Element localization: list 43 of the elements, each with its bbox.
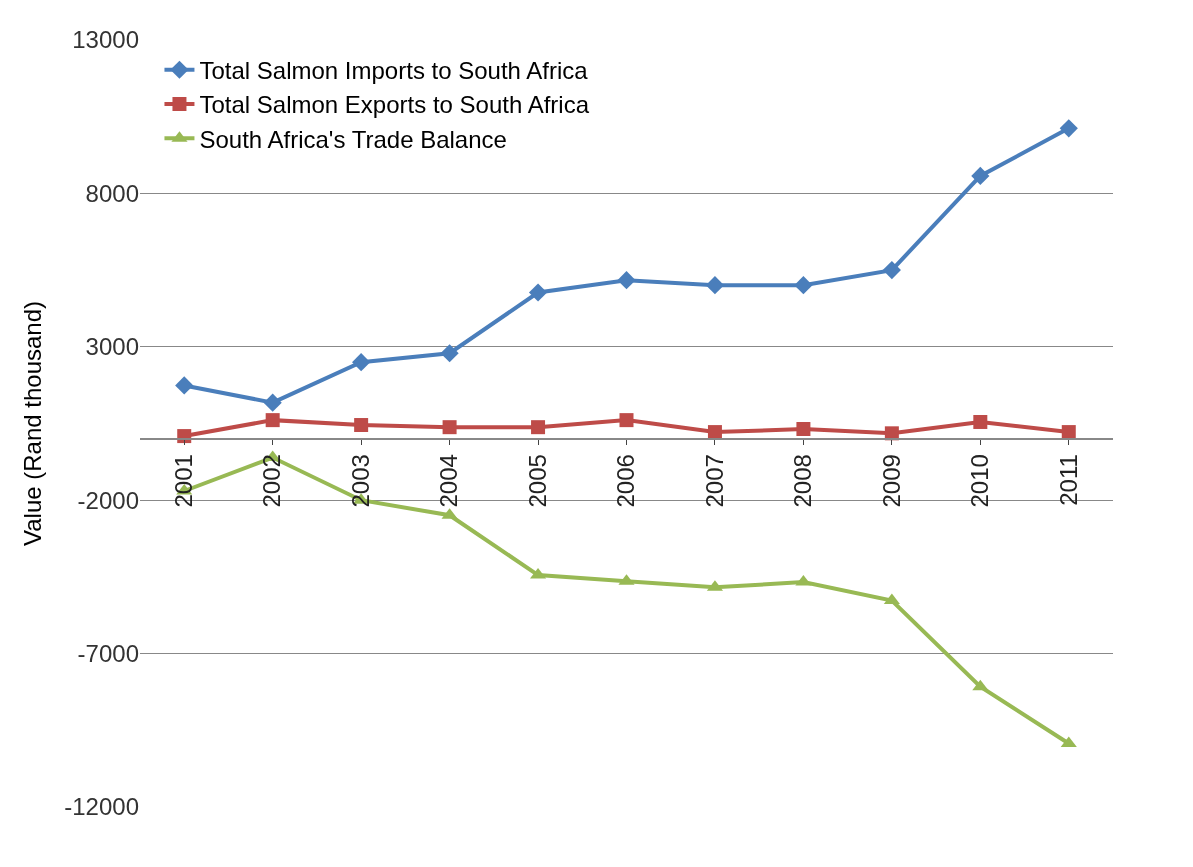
y-tick-label: 13000: [72, 26, 139, 54]
x-tick-label: 2010: [966, 454, 994, 508]
point: [972, 679, 989, 691]
point: [705, 276, 725, 295]
point: [442, 420, 457, 435]
point: [619, 413, 634, 428]
x-tick-label: 2005: [523, 454, 551, 508]
point: [617, 271, 636, 290]
point: [1059, 119, 1078, 138]
point: [794, 276, 813, 295]
point: [883, 593, 900, 605]
point: [707, 425, 722, 440]
point: [263, 393, 282, 412]
x-tick-label: 2011: [1054, 454, 1082, 506]
y-axis-title: Value (Rand thousand): [19, 300, 47, 547]
point: [354, 418, 369, 433]
point: [796, 422, 811, 437]
x-tick-label: 2002: [258, 454, 286, 508]
point: [1061, 425, 1076, 440]
point: [531, 420, 546, 435]
y-tick-label: -12000: [64, 793, 139, 821]
x-tick-label: 2007: [700, 454, 728, 508]
point: [971, 166, 990, 186]
y-tick-label: -2000: [77, 486, 139, 514]
point: [352, 353, 371, 372]
x-tick-label: 2004: [435, 454, 463, 508]
x-tick-label: 2003: [346, 454, 374, 508]
point: [973, 414, 988, 429]
legend-label: Total Salmon Exports to South Africa: [199, 91, 590, 119]
x-tick-label: 2001: [170, 454, 198, 508]
point: [175, 376, 194, 395]
point: [528, 283, 548, 302]
x-tick-label: 2006: [612, 454, 640, 508]
point: [265, 413, 280, 428]
point: [882, 261, 901, 280]
legend-label: Total Salmon Imports to South Africa: [199, 57, 589, 85]
x-tick-label: 2008: [789, 454, 817, 508]
y-tick-label: -7000: [77, 640, 139, 667]
legend-label: South Africa's Trade Balance: [199, 125, 507, 153]
x-tick-label: 2009: [877, 454, 905, 508]
y-tick-label: 3000: [85, 333, 139, 361]
point: [440, 344, 459, 363]
y-tick-label: 8000: [85, 179, 139, 207]
